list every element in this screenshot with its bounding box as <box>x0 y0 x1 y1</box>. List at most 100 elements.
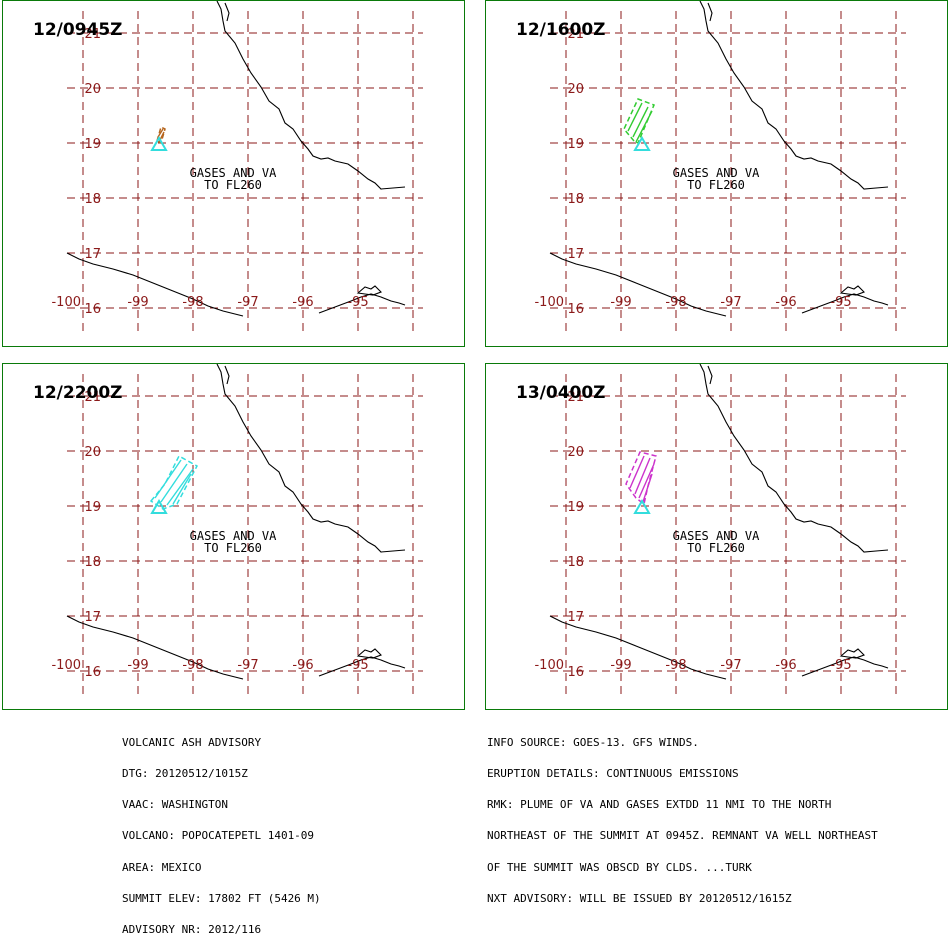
longitude-label: -98 <box>182 295 203 310</box>
ash-plume-hatch <box>154 459 182 499</box>
latitude-label: 17 <box>567 247 584 262</box>
latitude-label: 16 <box>567 665 584 680</box>
longitude-label: -98 <box>665 658 686 673</box>
coastline <box>318 293 406 314</box>
plume-description-line2: TO FL260 <box>687 178 745 192</box>
longitude-label: -99 <box>610 295 631 310</box>
latitude-label: 20 <box>84 445 101 460</box>
plume-description-line1: GASES AND VA <box>189 166 277 180</box>
longitude-label: -99 <box>610 658 631 673</box>
ash-plume-hatch <box>166 468 194 506</box>
advisory-line: SUMMIT ELEV: 17802 FT (5426 M) <box>122 891 321 905</box>
longitude-label: -99 <box>127 658 148 673</box>
longitude-label: -95 <box>830 295 851 310</box>
longitude-label: -98 <box>182 658 203 673</box>
latitude-label: 19 <box>84 500 101 515</box>
longitude-label: -95 <box>347 295 368 310</box>
forecast-time-label: 13/0400Z <box>516 383 606 403</box>
coastline <box>839 648 865 659</box>
ash-plume-outline <box>156 125 166 145</box>
coastline <box>224 2 230 22</box>
coastline <box>549 252 727 317</box>
advisory-header-block: VOLCANIC ASH ADVISORY DTG: 20120512/1015… <box>122 717 321 946</box>
map-canvas: 21 20 19 18 17 16-100 -99 -98 -97 -96 -95 <box>534 364 906 696</box>
latitude-label: 20 <box>567 445 584 460</box>
coastline <box>839 285 865 296</box>
advisory-line: VOLCANIC ASH ADVISORY <box>122 735 262 749</box>
ash-plume-hatch <box>627 102 643 132</box>
plume-description-line2: TO FL260 <box>204 178 262 192</box>
advisory-line: ERUPTION DETAILS: CONTINUOUS EMISSIONS <box>487 767 739 781</box>
latitude-label: 16 <box>84 665 101 680</box>
ash-plume-outline <box>623 98 655 145</box>
map-panel-4: 21 20 19 18 17 16 -100 -99 -98 -97 -96 -95 13/0400Z… <box>485 363 948 710</box>
plume-description-line2: TO FL260 <box>687 541 745 555</box>
ash-plume-hatch <box>634 457 651 495</box>
coastline <box>549 615 727 680</box>
ash-plume-hatch <box>629 455 645 489</box>
latitude-label: 21 <box>567 27 584 42</box>
volcano-marker-icon <box>150 499 168 514</box>
coastline <box>356 648 382 659</box>
latitude-label: 18 <box>84 555 101 570</box>
longitude-label: -97 <box>720 658 741 673</box>
latitude-label: 18 <box>567 555 584 570</box>
forecast-time-label: 12/1600Z <box>516 20 606 40</box>
longitude-label: -100 <box>534 295 564 310</box>
coastline <box>318 656 406 677</box>
latitude-label: 19 <box>84 137 101 152</box>
longitude-label: -97 <box>720 295 741 310</box>
longitude-label: -99 <box>127 295 148 310</box>
latitude-label: 18 <box>84 192 101 207</box>
plume-description: GASES AND VA TO FL260 <box>636 167 796 191</box>
latitude-label: 20 <box>84 82 101 97</box>
map-canvas: 21 20 19 18 17 16-100 -99 -98 -97 -96 -95 <box>534 1 906 333</box>
latitude-label: 19 <box>567 500 584 515</box>
latitude-label: 17 <box>84 610 101 625</box>
ash-plume-hatch <box>160 463 188 503</box>
plume-description: GASES AND VA TO FL260 <box>636 530 796 554</box>
ash-plume-hatch <box>632 106 649 138</box>
coastline <box>224 365 230 385</box>
plume-description-line2: TO FL260 <box>204 541 262 555</box>
advisory-line: NORTHEAST OF THE SUMMIT AT 0945Z. REMNAN… <box>487 829 878 843</box>
coastline <box>707 2 713 22</box>
advisory-line: DTG: 20120512/1015Z <box>122 767 248 781</box>
latitude-label: 17 <box>84 247 101 262</box>
ash-plume-outline <box>625 451 657 506</box>
volcano-marker-icon <box>633 499 651 514</box>
plume-description: GASES AND VA TO FL260 <box>153 167 313 191</box>
latitude-label: 20 <box>567 82 584 97</box>
advisory-line: RMK: PLUME OF VA AND GASES EXTDD 11 NMI … <box>487 798 832 812</box>
plume-description-line1: GASES AND VA <box>189 529 277 543</box>
volcano-marker-icon <box>633 136 651 151</box>
longitude-label: -97 <box>237 295 258 310</box>
coastline <box>216 364 406 553</box>
latitude-label: 16 <box>84 302 101 317</box>
latitude-label: 21 <box>84 390 101 405</box>
coastline <box>801 293 889 314</box>
advisory-line: AREA: MEXICO <box>122 860 202 874</box>
coastline <box>707 365 713 385</box>
latitude-label: 19 <box>567 137 584 152</box>
plume-description-line1: GASES AND VA <box>672 166 760 180</box>
latitude-label: 16 <box>567 302 584 317</box>
longitude-label: -100 <box>51 658 81 673</box>
ash-plume-hatch <box>642 473 653 503</box>
coastline <box>699 1 889 190</box>
latitude-label: 18 <box>567 192 584 207</box>
longitude-label: -96 <box>292 658 313 673</box>
longitude-label: -98 <box>665 295 686 310</box>
advisory-line: VOLCANO: POPOCATEPETL 1401-09 <box>122 829 315 843</box>
latitude-label: 17 <box>567 610 584 625</box>
ash-plume-hatch <box>172 473 192 505</box>
advisory-line: INFO SOURCE: GOES-13. GFS WINDS. <box>487 735 699 749</box>
plume-description-line1: GASES AND VA <box>672 529 760 543</box>
map-panel-2: 21 20 19 18 17 16 -100 -99 -98 -97 -96 -95 12/1600Z… <box>485 0 948 347</box>
longitude-label: -96 <box>775 295 796 310</box>
coastline <box>801 656 889 677</box>
advisory-details-block: INFO SOURCE: GOES-13. GFS WINDS. ERUPTIO… <box>487 717 878 915</box>
coastline <box>216 1 406 190</box>
longitude-label: -96 <box>292 295 313 310</box>
map-canvas: 21 20 19 18 17 16-100 -99 -98 -97 -96 -95 <box>51 1 423 333</box>
